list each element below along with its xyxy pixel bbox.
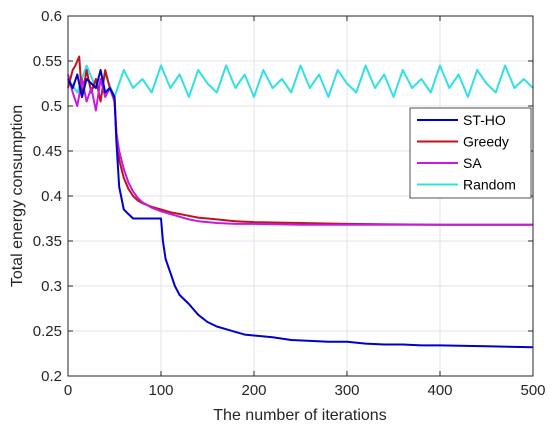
- series-lines: [67, 55, 534, 349]
- y-tick-label: 0.6: [41, 8, 62, 25]
- legend-label: Greedy: [463, 134, 509, 150]
- y-tick-label: 0.5: [41, 98, 62, 115]
- series-line-sa: [67, 74, 533, 226]
- y-tick-label: 0.35: [33, 233, 62, 250]
- y-tick-label: 0.2: [41, 368, 62, 385]
- x-tick-label: 100: [148, 382, 173, 399]
- x-tick-label: 400: [427, 382, 452, 399]
- series-line-greedy: [67, 55, 533, 226]
- y-tick-label: 0.25: [33, 323, 62, 340]
- grid: [68, 16, 533, 376]
- x-tick-label: 500: [520, 382, 545, 399]
- x-tick-label: 300: [334, 382, 359, 399]
- y-tick-label: 0.55: [33, 53, 62, 70]
- legend-box: [409, 107, 532, 199]
- x-tick-label: 200: [241, 382, 266, 399]
- legend-label: Random: [463, 177, 516, 193]
- x-tick-label: 0: [64, 382, 72, 399]
- legend: ST-HO Greedy SA Random: [409, 107, 532, 199]
- y-tick-label: 0.45: [33, 143, 62, 160]
- legend-label: SA: [463, 155, 482, 171]
- y-axis-title: Total energy consumption: [9, 105, 26, 287]
- y-tick-label: 0.3: [41, 278, 62, 295]
- y-tick-label: 0.4: [41, 188, 62, 205]
- axis-ticks: 0 100 200 300 400 500 0.2 0.25 0.3 0.35 0.4 0.45 0.5…: [33, 8, 546, 399]
- x-axis-title: The number of iterations: [213, 407, 386, 424]
- legend-label: ST-HO: [463, 112, 506, 128]
- series-line-st-ho: [67, 69, 534, 349]
- series-line-random: [67, 64, 534, 98]
